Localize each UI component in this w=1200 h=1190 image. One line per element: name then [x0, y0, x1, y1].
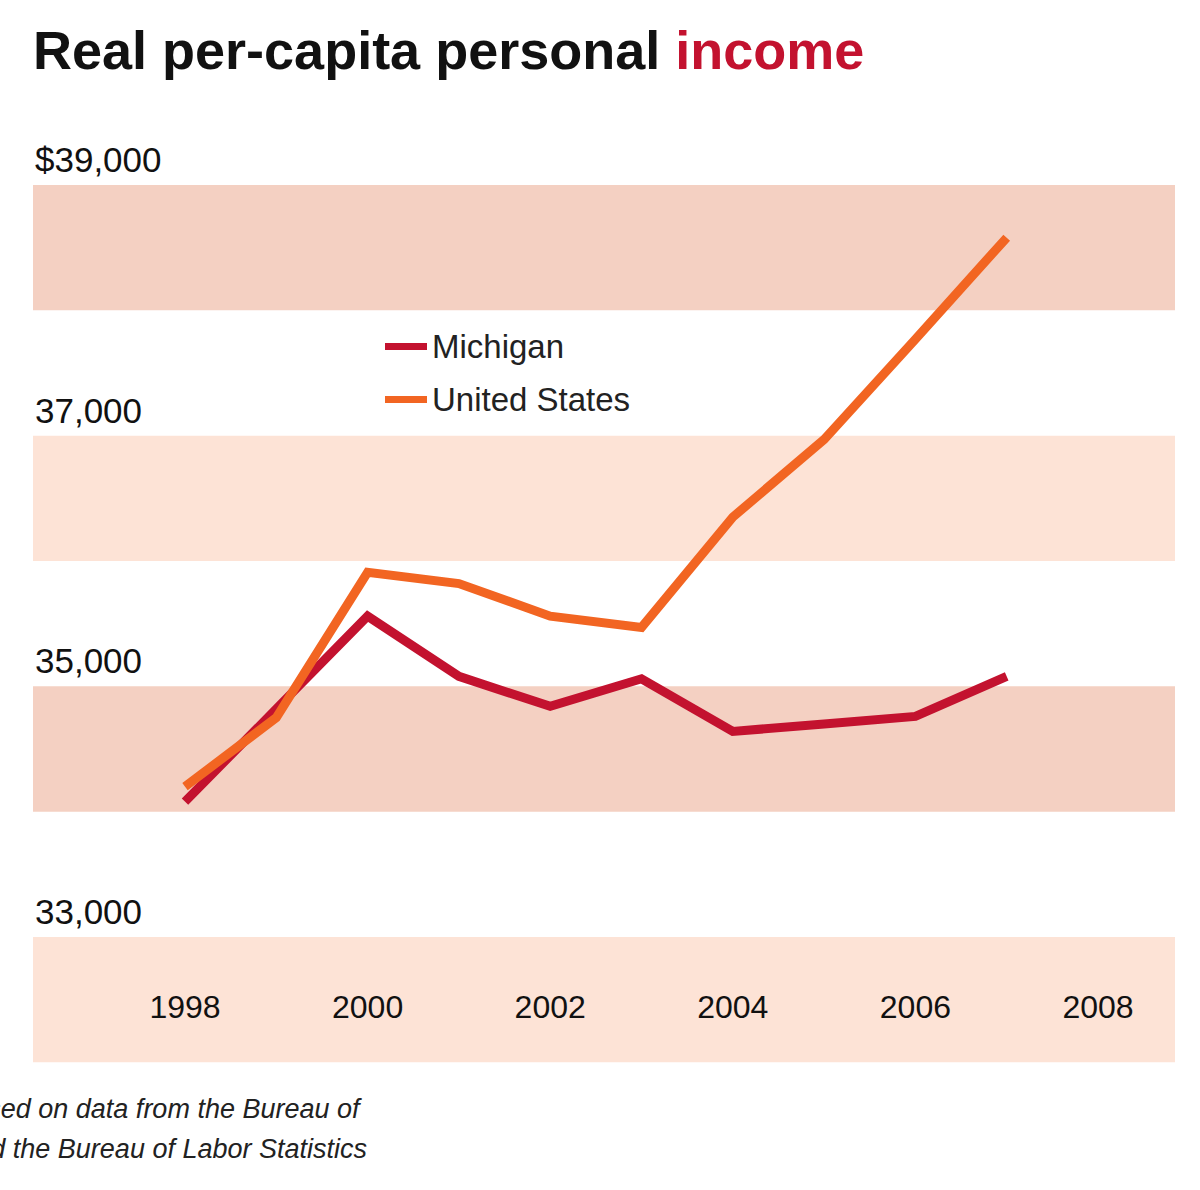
svg-text:Michigan: Michigan — [432, 328, 564, 365]
svg-text:33,000: 33,000 — [35, 892, 142, 931]
svg-text:$39,000: $39,000 — [35, 140, 162, 179]
svg-text:Real per-capita personal: Real per-capita personal — [33, 20, 675, 80]
svg-text:income: income — [675, 20, 864, 80]
svg-text:Source: Author’s calculations: Source: Author’s calculations based on d… — [0, 1094, 367, 1124]
svg-text:37,000: 37,000 — [35, 391, 142, 430]
svg-text:2008: 2008 — [1062, 989, 1133, 1025]
svg-text:2006: 2006 — [880, 989, 951, 1025]
svg-text:35,000: 35,000 — [35, 641, 142, 680]
svg-text:United States: United States — [432, 381, 630, 418]
svg-text:2004: 2004 — [697, 989, 768, 1025]
svg-text:Economic Analysis and the Bure: Economic Analysis and the Bureau of Labo… — [0, 1134, 367, 1164]
svg-text:2002: 2002 — [515, 989, 586, 1025]
svg-text:1998: 1998 — [149, 989, 220, 1025]
svg-text:2000: 2000 — [332, 989, 403, 1025]
